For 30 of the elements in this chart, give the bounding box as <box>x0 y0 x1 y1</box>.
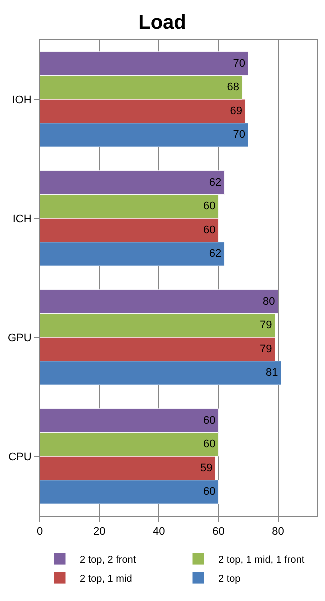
x-tick-label: 60 <box>212 526 225 538</box>
data-label: 62 <box>209 248 222 260</box>
x-tick-label: 0 <box>36 526 44 538</box>
data-label: 60 <box>203 200 216 213</box>
legend-label: 2 top, 1 mid <box>80 574 132 585</box>
legend-label: 2 top, 2 front <box>80 554 136 566</box>
x-tick-label: 80 <box>272 526 284 538</box>
data-label: 79 <box>260 320 272 332</box>
data-label: 79 <box>260 343 272 356</box>
data-label: 60 <box>203 486 216 498</box>
y-tick-label: CPU <box>8 451 32 464</box>
data-label: 81 <box>266 367 278 380</box>
data-label: 70 <box>233 129 246 142</box>
data-label: 62 <box>209 176 222 189</box>
y-tick-label: ICH <box>12 213 32 226</box>
data-label: 60 <box>203 414 216 427</box>
y-tick-label: IOH <box>12 94 32 106</box>
legend-label: 2 top, 1 mid, 1 front <box>218 554 305 566</box>
y-tick-label: GPU <box>8 332 32 344</box>
data-label: 60 <box>203 224 216 236</box>
x-tick-label: 40 <box>153 526 166 538</box>
data-label: 69 <box>230 105 243 118</box>
data-label: 80 <box>263 296 276 308</box>
data-label: 59 <box>200 462 213 474</box>
data-label: 68 <box>227 82 240 94</box>
x-tick-label: 20 <box>93 526 106 538</box>
chart-title: Load <box>138 12 186 34</box>
legend-label: 2 top <box>218 574 242 585</box>
data-label: 60 <box>203 438 216 451</box>
data-label: 70 <box>233 58 246 70</box>
